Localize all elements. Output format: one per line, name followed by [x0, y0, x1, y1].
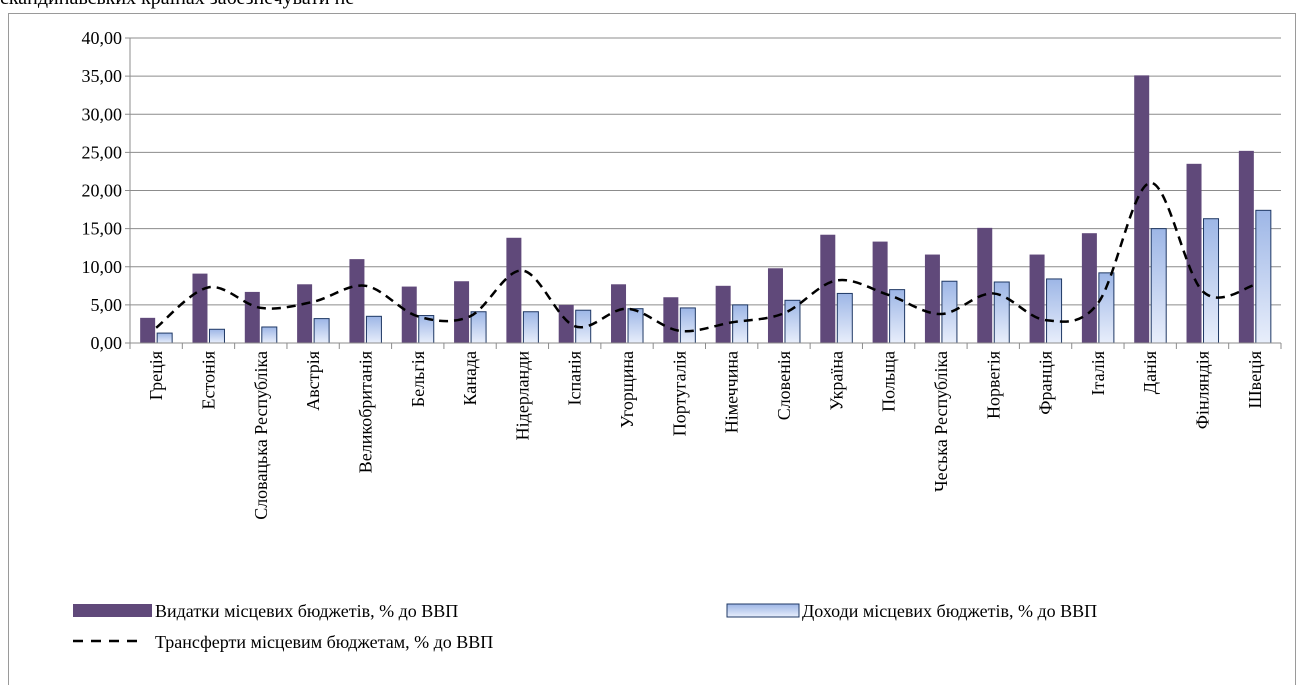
- bar-expenditure: [192, 273, 208, 343]
- axes: 0,00 5,00 10,00 15,00 20,00 25,00 30,00 35,00 40…: [82, 28, 1282, 520]
- y-tick-label: 35,00: [82, 66, 123, 86]
- y-tick-label: 5,00: [91, 295, 123, 315]
- legend-swatch-expenditure: [73, 604, 152, 617]
- x-tick-label: Польща: [879, 351, 899, 412]
- legend-label-income: Доходи місцевих бюджетів, % до ВВП: [802, 601, 1097, 621]
- bar-income: [784, 299, 801, 344]
- bar-income: [679, 307, 696, 344]
- bar-income: [1098, 272, 1115, 344]
- bar-income: [1255, 209, 1272, 344]
- x-tick-label: Словенія: [774, 351, 794, 420]
- bars: [140, 75, 1272, 344]
- y-tick-label: 30,00: [82, 104, 123, 124]
- bar-expenditure: [715, 285, 731, 343]
- x-tick-label: Португалія: [669, 351, 689, 436]
- bar-expenditure: [663, 297, 679, 343]
- bar-income: [1203, 218, 1220, 344]
- bar-income: [261, 326, 278, 344]
- bar-expenditure: [1238, 150, 1254, 343]
- bar-expenditure: [506, 237, 522, 343]
- bar-expenditure: [349, 259, 365, 343]
- x-tick-label: Естонія: [198, 351, 218, 410]
- bar-income: [522, 311, 539, 344]
- y-tick-label: 20,00: [82, 181, 123, 201]
- bar-expenditure: [872, 241, 888, 343]
- chart-frame: 0,00 5,00 10,00 15,00 20,00 25,00 30,00 35,00 40…: [8, 13, 1296, 685]
- bar-income: [365, 315, 382, 344]
- bar-income: [732, 304, 749, 344]
- y-tick-label: 25,00: [82, 142, 123, 162]
- legend: Видатки місцевих бюджетів, % до ВВП Доход…: [73, 601, 1097, 652]
- legend-swatch-income: [726, 603, 800, 618]
- x-tick-label: Австрія: [303, 351, 323, 411]
- x-tick-label: Швеція: [1245, 351, 1265, 408]
- bar-expenditure: [820, 234, 836, 343]
- x-tick-label: Італія: [1088, 351, 1108, 396]
- x-tick-label: Канада: [460, 351, 480, 406]
- bar-income: [1046, 278, 1063, 344]
- header-text: скандинавських країнах забезпечувати не: [0, 0, 354, 10]
- legend-label-expenditure: Видатки місцевих бюджетів, % до ВВП: [155, 601, 458, 621]
- x-tick-label: Нідерланди: [512, 351, 532, 441]
- grid: [130, 37, 1281, 306]
- bar-income: [156, 332, 173, 344]
- x-tick-label: Фінляндія: [1193, 351, 1213, 429]
- bar-expenditure: [454, 281, 470, 343]
- x-tick-label: Угорщина: [617, 351, 637, 428]
- x-tick-label: Іспанія: [565, 351, 585, 406]
- x-tick-label: Франція: [1036, 351, 1056, 415]
- bar-expenditure: [244, 291, 260, 343]
- bar-income: [941, 280, 958, 344]
- x-tick-label: Бельгія: [408, 351, 428, 407]
- x-tick-label: Великобританія: [355, 351, 375, 473]
- bar-expenditure: [401, 286, 417, 343]
- x-tick-label: Данія: [1140, 351, 1160, 394]
- y-tick-label: 0,00: [91, 333, 123, 353]
- x-tick-label: Німеччина: [722, 351, 742, 433]
- bar-expenditure: [558, 304, 574, 343]
- x-tick-label: Україна: [826, 351, 846, 411]
- bar-income: [627, 308, 644, 344]
- y-tick-label: 40,00: [82, 28, 123, 48]
- transfer-line: [155, 181, 1256, 333]
- bar-expenditure: [1081, 233, 1097, 343]
- bar-income: [470, 311, 487, 344]
- bar-income: [1150, 228, 1167, 344]
- bar-expenditure: [1134, 75, 1150, 344]
- bar-expenditure: [1029, 254, 1045, 343]
- chart: 0,00 5,00 10,00 15,00 20,00 25,00 30,00 35,00 40…: [73, 28, 1282, 652]
- bar-expenditure: [611, 284, 627, 343]
- line-transfers: [155, 181, 1256, 333]
- legend-label-transfers: Трансферти місцевим бюджетам, % до ВВП: [155, 632, 493, 652]
- x-tick-label: Чеська Республіка: [931, 351, 951, 492]
- bar-expenditure: [767, 268, 783, 343]
- x-tick-label: Греція: [146, 351, 166, 400]
- bar-income: [208, 328, 225, 344]
- bar-expenditure: [977, 227, 993, 343]
- bar-expenditure: [924, 254, 940, 343]
- bar-expenditure: [1186, 163, 1202, 343]
- bar-expenditure: [140, 317, 156, 343]
- bar-income: [313, 318, 330, 344]
- y-tick-label: 10,00: [82, 257, 123, 277]
- x-tick-label: Словацька Республіка: [251, 351, 271, 520]
- x-tick-label: Норвегія: [983, 351, 1003, 419]
- bar-income: [836, 292, 853, 344]
- bar-expenditure: [297, 284, 313, 343]
- bar-income: [993, 281, 1010, 344]
- y-tick-label: 15,00: [82, 219, 123, 239]
